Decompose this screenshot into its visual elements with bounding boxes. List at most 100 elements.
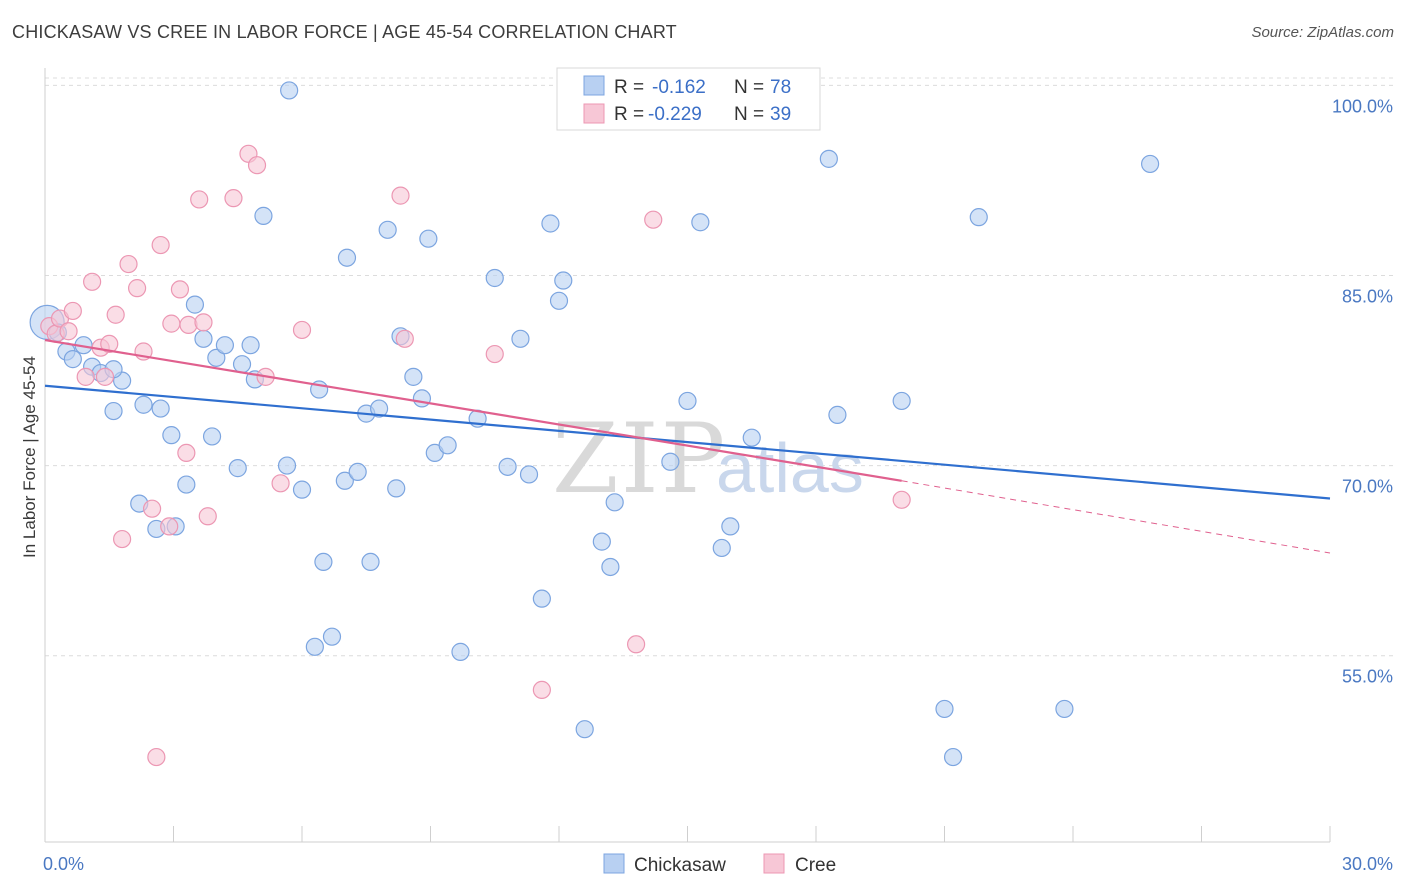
points-layer: [29, 81, 1160, 767]
point-cree-38: [892, 490, 911, 509]
y-axis-label: In Labor Force | Age 45-54: [20, 356, 39, 558]
point-cree-34: [485, 344, 504, 364]
trend-layer: [44, 339, 1331, 554]
point-cree-30: [271, 474, 290, 493]
point-chickasaw-10: [134, 395, 153, 414]
legend-r-label-chickasaw: R =: [614, 77, 644, 98]
point-chickasaw-58: [575, 720, 594, 739]
point-chickasaw-17: [185, 295, 205, 314]
trend-line-chickasaw: [44, 384, 1331, 500]
point-cree-20: [170, 280, 190, 299]
source-credit: Source: ZipAtlas.com: [1251, 24, 1394, 41]
trend-line-cree: [44, 339, 902, 482]
point-chickasaw-73: [969, 208, 988, 227]
legend-swatch-chickasaw: [583, 75, 605, 96]
point-chickasaw-54: [532, 589, 551, 608]
bottom-legend: Chickasaw Cree: [603, 853, 836, 876]
bottom-legend-label-cree: Cree: [795, 855, 836, 876]
point-chickasaw-34: [335, 471, 354, 490]
point-chickasaw-9: [104, 401, 123, 421]
point-chickasaw-51: [498, 457, 517, 476]
watermark: ZIP atlas: [552, 403, 864, 515]
bottom-legend-label-chickasaw: Chickasaw: [634, 855, 726, 876]
point-chickasaw-55: [541, 214, 560, 233]
point-chickasaw-59: [592, 532, 611, 551]
point-chickasaw-52: [511, 329, 530, 348]
point-chickasaw-64: [691, 213, 710, 232]
point-chickasaw-16: [177, 475, 196, 494]
point-cree-3: [59, 322, 78, 341]
point-chickasaw-69: [828, 405, 847, 424]
chart-title: CHICKASAW VS CREE IN LABOR FORCE | AGE 4…: [12, 22, 677, 42]
point-cree-17: [151, 235, 170, 255]
point-cree-37: [644, 210, 663, 229]
legend-swatch-cree: [583, 103, 605, 124]
point-cree-36: [626, 635, 646, 654]
point-chickasaw-60: [601, 557, 620, 577]
point-chickasaw-65: [712, 538, 731, 558]
point-chickasaw-63: [678, 391, 697, 411]
point-cree-19: [162, 314, 181, 333]
watermark-atlas: atlas: [716, 429, 864, 507]
legend-r-value-cree: -0.229: [648, 104, 702, 125]
point-chickasaw-27: [280, 81, 299, 100]
point-chickasaw-32: [314, 552, 333, 571]
legend-n-label-cree: N =: [734, 104, 764, 125]
point-chickasaw-75: [1140, 154, 1160, 174]
point-chickasaw-29: [292, 480, 312, 499]
point-chickasaw-23: [232, 355, 252, 374]
point-chickasaw-62: [661, 452, 680, 471]
point-cree-31: [292, 320, 312, 340]
point-chickasaw-21: [215, 336, 234, 355]
point-chickasaw-39: [370, 399, 389, 418]
point-chickasaw-74: [1055, 699, 1074, 719]
point-cree-5: [76, 367, 95, 386]
point-cree-8: [95, 367, 115, 386]
point-chickasaw-53: [519, 465, 539, 484]
point-cree-26: [224, 189, 243, 208]
point-cree-22: [179, 315, 198, 334]
point-cree-4: [63, 301, 82, 321]
point-cree-33: [395, 329, 414, 348]
point-cree-18: [160, 517, 179, 536]
point-chickasaw-72: [943, 747, 963, 767]
point-chickasaw-44: [412, 389, 432, 408]
point-chickasaw-30: [305, 637, 324, 656]
point-cree-13: [127, 279, 147, 298]
point-cree-25: [198, 507, 217, 526]
y-tick-label-3: 55.0%: [1342, 667, 1393, 687]
point-chickasaw-56: [549, 291, 569, 310]
top-legend: R = -0.162 N = 78 R = -0.229 N = 39: [556, 67, 821, 131]
point-cree-6: [83, 272, 102, 291]
point-chickasaw-26: [254, 206, 273, 225]
point-cree-15: [142, 499, 162, 518]
point-chickasaw-35: [337, 248, 357, 267]
point-chickasaw-18: [194, 329, 213, 348]
point-chickasaw-57: [554, 271, 573, 290]
point-cree-9: [100, 334, 119, 354]
legend-r-value-chickasaw: -0.162: [652, 77, 706, 98]
point-chickasaw-48: [451, 642, 470, 661]
point-chickasaw-36: [348, 462, 367, 482]
point-cree-21: [177, 443, 196, 463]
point-chickasaw-43: [404, 367, 423, 386]
legend-r-label-cree: R =: [614, 104, 644, 125]
point-chickasaw-66: [721, 517, 740, 536]
axes-layer: [44, 68, 1331, 843]
point-chickasaw-28: [277, 456, 297, 475]
point-chickasaw-50: [485, 268, 504, 288]
trend-extension-cree: [901, 480, 1331, 554]
point-cree-10: [106, 305, 125, 324]
point-chickasaw-40: [378, 220, 397, 239]
point-chickasaw-33: [322, 627, 342, 646]
point-chickasaw-41: [387, 479, 406, 498]
watermark-zip: ZIP: [552, 403, 727, 515]
point-cree-35: [532, 680, 551, 700]
point-chickasaw-20: [207, 348, 226, 367]
y-tick-label-2: 70.0%: [1342, 477, 1393, 497]
point-chickasaw-71: [935, 699, 954, 719]
bottom-legend-swatch-cree: [763, 853, 785, 874]
point-cree-11: [112, 529, 132, 549]
y-tick-label-1: 85.0%: [1342, 286, 1393, 306]
